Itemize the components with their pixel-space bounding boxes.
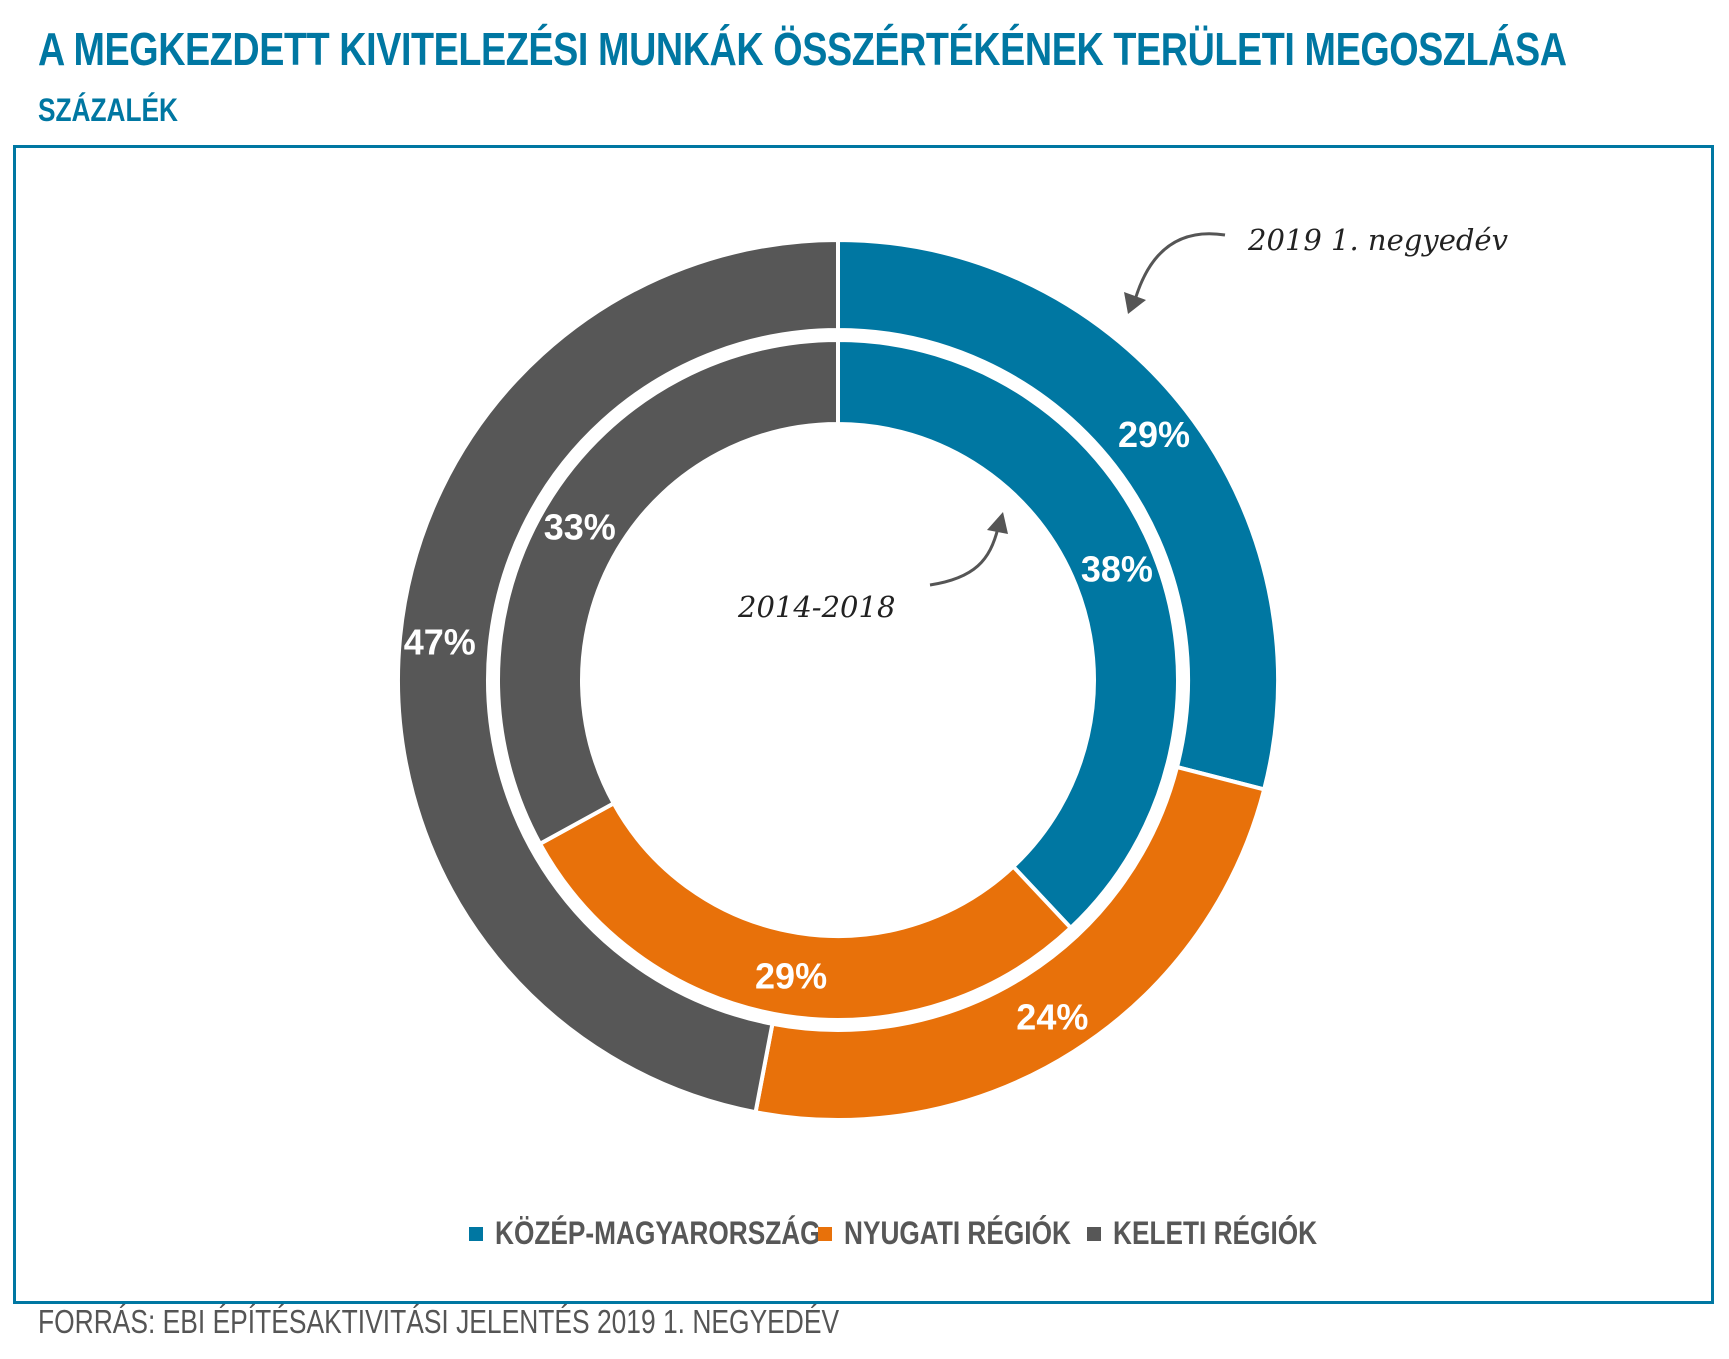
slice-inner-kozep-magyarorszag <box>836 337 1180 931</box>
data-label-inner-nyugati-regiok: 29% <box>755 955 827 996</box>
slice-inner-keleti-regiok <box>496 337 840 847</box>
chart-title: A MEGKEZDETT KIVITELEZÉSI MUNKÁK ÖSSZÉRT… <box>38 23 1567 75</box>
legend-item-kozep-magyarorszag: KÖZÉP-MAGYARORSZÁG <box>469 1215 892 1252</box>
annotation-outer-arrow <box>1133 232 1226 301</box>
chart-legend: KÖZÉP-MAGYARORSZÁG NYUGATI RÉGIÓK KELETI… <box>0 1215 1729 1261</box>
annotation-outer: 2019 1. negyedév <box>1124 223 1509 314</box>
legend-swatch-kozep-magyarorszag <box>469 1226 483 1241</box>
legend-item-nyugati-regiok: NYUGATI RÉGIÓK <box>818 1215 1121 1252</box>
data-label-outer-kozep-magyarorszag: 29% <box>1118 414 1190 455</box>
annotation-outer-label: 2019 1. negyedév <box>1247 223 1509 257</box>
data-label-outer-keleti-regiok: 47% <box>404 621 476 662</box>
source-note: FORRÁS: EBI ÉPÍTÉSAKTIVITÁSI JELENTÉS 20… <box>38 1303 840 1340</box>
annotation-inner-arrow <box>929 527 1000 587</box>
annotation-outer-arrowhead <box>1124 292 1146 314</box>
legend-swatch-keleti-regiok <box>1087 1226 1101 1241</box>
slice-outer-keleti-regiok <box>395 237 840 1115</box>
legend-label-nyugati-regiok: NYUGATI RÉGIÓK <box>844 1215 1071 1251</box>
legend-label-kozep-magyarorszag: KÖZÉP-MAGYARORSZÁG <box>495 1215 821 1251</box>
slice-outer-kozep-magyarorszag <box>836 237 1280 792</box>
annotation-inner-label: 2014-2018 <box>737 590 895 624</box>
annotation-inner-arrowhead <box>987 512 1008 534</box>
slice-inner-nyugati-regiok <box>537 800 1074 1023</box>
annotation-inner: 2014-2018 <box>737 512 1008 624</box>
legend-label-keleti-regiok: KELETI RÉGIÓK <box>1113 1215 1318 1251</box>
legend-swatch-nyugati-regiok <box>818 1226 832 1241</box>
legend-item-keleti-regiok: KELETI RÉGIÓK <box>1087 1215 1362 1252</box>
data-label-inner-keleti-regiok: 33% <box>544 506 616 547</box>
data-label-outer-nyugati-regiok: 24% <box>1016 997 1088 1038</box>
data-label-inner-kozep-magyarorszag: 38% <box>1081 549 1153 590</box>
chart-frame <box>13 145 1714 1304</box>
chart-subtitle: SZÁZALÉK <box>38 92 178 128</box>
